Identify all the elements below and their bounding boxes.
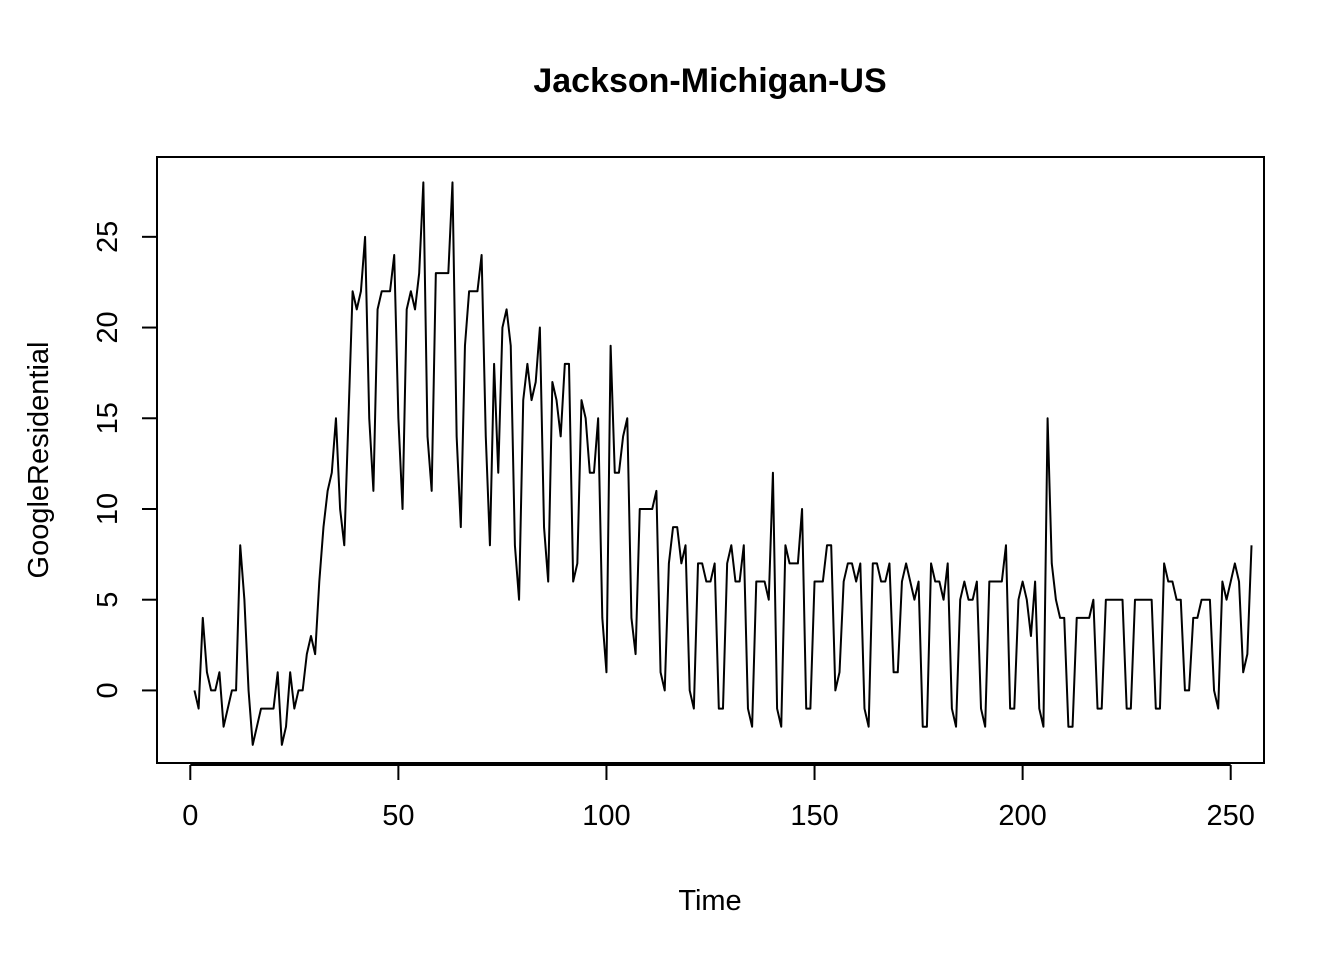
y-tick-label: 25 [92,221,124,253]
x-axis-label: Time [678,885,741,917]
x-tick-label: 0 [182,800,198,832]
x-axis: 0 50 100 150 200 250 [182,764,1255,832]
series-layer [193,181,1253,746]
x-tick-label: 150 [790,800,838,832]
x-tick-label: 100 [582,800,630,832]
y-tick-label: 5 [92,592,124,608]
y-tick-label: 0 [92,682,124,698]
x-tick-label: 50 [382,800,414,832]
series-line [193,181,1253,746]
y-axis-label: GoogleResidential [23,342,55,579]
y-axis: 0 5 10 15 20 25 [92,221,158,698]
chart-title: Jackson-Michigan-US [533,62,886,100]
plot-frame [156,156,1265,764]
y-tick-label: 20 [92,311,124,343]
x-tick-label: 250 [1207,800,1255,832]
x-tick-label: 200 [998,800,1046,832]
y-tick-label: 15 [92,402,124,434]
y-tick-label: 10 [92,493,124,525]
